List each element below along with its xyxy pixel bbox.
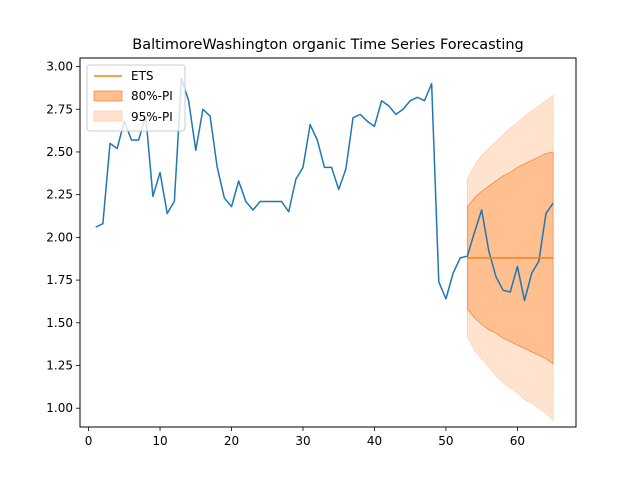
x-tick-label: 40 <box>367 434 382 448</box>
legend-80pi-swatch <box>93 90 123 102</box>
plot-area <box>95 77 554 422</box>
x-tick-label: 30 <box>295 434 310 448</box>
legend-95pi-label: 95%-PI <box>131 110 173 124</box>
legend-95pi-swatch <box>93 110 123 122</box>
chart-title: BaltimoreWashington organic Time Series … <box>132 37 524 53</box>
axes-frame <box>79 57 577 428</box>
y-tick-label: 2.00 <box>46 230 73 244</box>
y-tick-label: 2.75 <box>46 102 73 116</box>
y-tick-label: 2.50 <box>46 145 73 159</box>
x-tick-label: 10 <box>152 434 167 448</box>
y-tick-label: 1.25 <box>46 359 73 373</box>
x-tick-label: 60 <box>510 434 525 448</box>
y-tick-label: 3.00 <box>46 60 73 74</box>
y-tick-label: 1.50 <box>46 316 73 330</box>
x-tick-label: 50 <box>438 434 453 448</box>
axis-ticks: 0 10 20 30 40 50 60 1.00 1.25 1.50 1.75 2.00 2.25 2.5… <box>46 60 525 448</box>
legend-80pi-label: 80%-PI <box>131 89 173 103</box>
x-tick-label: 20 <box>224 434 239 448</box>
legend-ets-label: ETS <box>131 69 154 83</box>
x-tick-label: 0 <box>85 434 93 448</box>
series-line-observed <box>95 77 554 302</box>
y-tick-label: 1.00 <box>46 401 73 415</box>
legend: ETS 80%-PI 95%-PI <box>86 64 186 132</box>
y-tick-label: 1.75 <box>46 273 73 287</box>
y-tick-label: 2.25 <box>46 188 73 202</box>
